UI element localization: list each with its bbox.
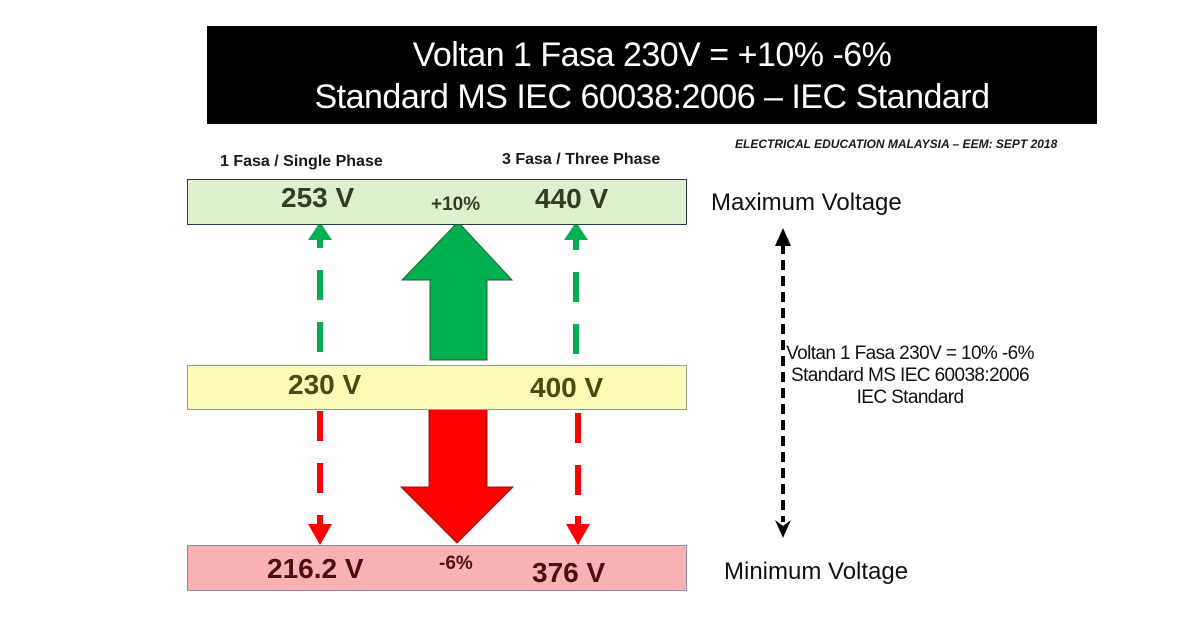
title-line-2: Standard MS IEC 60038:2006 – IEC Standar… (314, 78, 990, 116)
nominal-single-phase-value: 230 V (288, 369, 362, 400)
minimum-voltage-band (187, 545, 687, 591)
three-phase-down-arrow-icon (566, 413, 590, 545)
maximum-voltage-band (187, 179, 687, 225)
big-down-arrow-icon (399, 405, 515, 544)
maximum-voltage-label: Maximum Voltage (711, 189, 902, 216)
max-percent: +10% (431, 194, 481, 215)
min-three-phase-value: 376 V (532, 557, 606, 588)
note-line-1: Voltan 1 Fasa 230V = 10% -6% (786, 343, 1034, 364)
note-line-2: Standard MS IEC 60038:2006 (791, 365, 1030, 386)
max-three-phase-value: 440 V (535, 183, 609, 214)
title-banner: Voltan 1 Fasa 230V = +10% -6% Standard M… (207, 26, 1097, 124)
credit-text: ELECTRICAL EDUCATION MALAYSIA – EEM: SEP… (735, 137, 1058, 151)
nominal-three-phase-value: 400 V (530, 372, 604, 403)
max-single-phase-value: 253 V (281, 182, 355, 213)
min-single-phase-value: 216.2 V (267, 553, 364, 584)
title-line-1: Voltan 1 Fasa 230V = +10% -6% (412, 36, 892, 74)
single-phase-up-arrow-icon (308, 222, 332, 352)
three-phase-heading: 3 Fasa / Three Phase (502, 151, 661, 168)
note-line-3: IEC Standard (856, 387, 964, 408)
big-up-arrow-icon (400, 221, 514, 361)
nominal-voltage-band (187, 365, 687, 410)
standard-note: Voltan 1 Fasa 230V = 10% -6% Standard MS… (780, 343, 1040, 409)
min-percent: -6% (439, 553, 473, 574)
three-phase-up-arrow-icon (564, 222, 588, 354)
voltage-range-arrow-icon (775, 228, 791, 538)
single-phase-down-arrow-icon (308, 411, 332, 545)
single-phase-heading: 1 Fasa / Single Phase (220, 153, 383, 170)
minimum-voltage-label: Minimum Voltage (724, 558, 909, 585)
